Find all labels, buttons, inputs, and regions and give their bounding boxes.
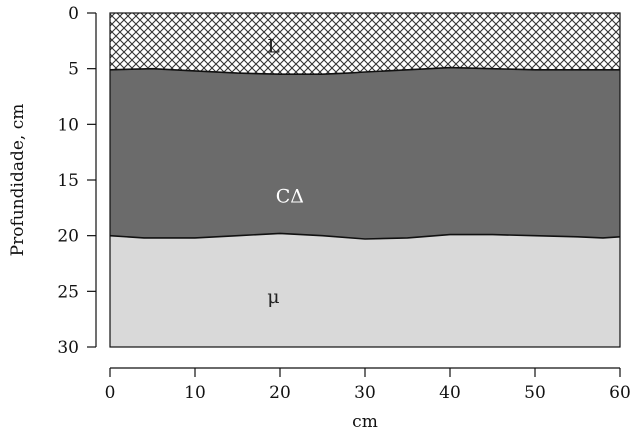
layer-group: [109, 12, 621, 348]
x-tick-label-0: 0: [105, 383, 116, 403]
x-axis: 0 10 20 30 40 50 60: [105, 367, 631, 403]
x-tick-label-4: 40: [439, 383, 461, 403]
x-tick-label-2: 20: [269, 383, 291, 403]
x-tick-label-5: 50: [524, 383, 546, 403]
y-tick-label-2: 10: [57, 115, 79, 135]
x-axis-title: cm: [352, 412, 378, 432]
layer-label-1: L: [267, 35, 280, 57]
y-tick-label-3: 15: [57, 171, 79, 191]
y-tick-label-0: 0: [68, 4, 79, 24]
layer-boundary-2: [109, 232, 621, 240]
y-axis: 0 5 10 15 20 25 30: [57, 4, 97, 358]
layer-boundary-1: [109, 66, 620, 75]
x-tick-label-6: 60: [609, 383, 631, 403]
y-tick-label-1: 5: [68, 60, 79, 80]
layer-label-group: L CΔ μ: [267, 35, 304, 308]
layer-label-2: CΔ: [276, 186, 304, 208]
y-axis-title: Profundidade, cm: [8, 104, 28, 257]
layer-label-3: μ: [267, 286, 279, 308]
x-tick-label-3: 30: [354, 383, 376, 403]
layer-c-delta: [110, 67, 620, 239]
y-tick-label-4: 20: [57, 227, 79, 247]
layer-l-crosshatch: [110, 13, 620, 75]
plot-border: [109, 12, 621, 348]
y-tick-label-6: 30: [57, 338, 79, 358]
layer-mu: [110, 233, 620, 347]
y-tick-label-5: 25: [57, 282, 79, 302]
x-tick-label-1: 10: [184, 383, 206, 403]
